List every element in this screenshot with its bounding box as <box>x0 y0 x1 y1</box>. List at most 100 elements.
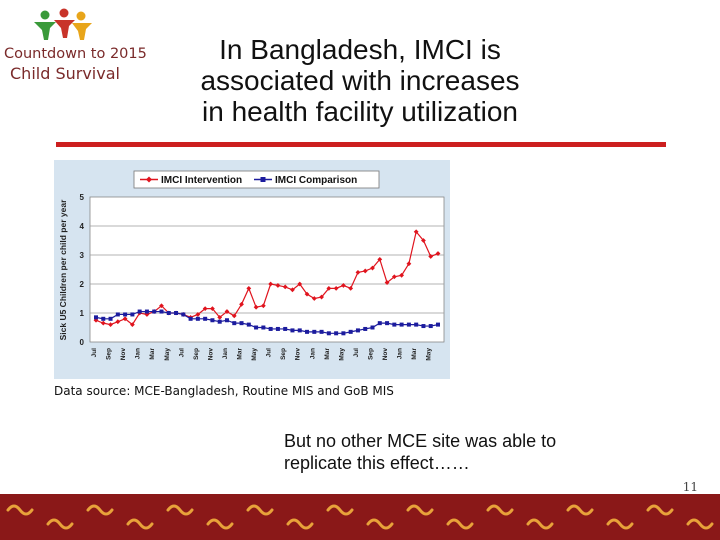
comparison-point <box>195 316 200 321</box>
intervention-point <box>348 285 354 291</box>
data-source-caption: Data source: MCE-Bangladesh, Routine MIS… <box>54 384 394 398</box>
note-line: replicate this effect…… <box>284 453 470 473</box>
comparison-point <box>348 329 353 334</box>
comparison-point <box>94 315 98 320</box>
intervention-point <box>246 285 252 291</box>
intervention-point <box>428 254 434 259</box>
comparison-point <box>217 319 222 324</box>
intervention-point <box>377 256 383 262</box>
comparison-point <box>268 326 273 331</box>
x-tick-label: Nov <box>295 348 302 361</box>
countdown-logo <box>34 8 92 40</box>
comparison-point <box>101 316 106 321</box>
intervention-point <box>406 261 412 267</box>
comparison-point <box>210 318 215 323</box>
y-tick-label: 3 <box>80 251 85 260</box>
legend-marker-comparison <box>260 177 266 182</box>
x-tick-label: Jan <box>397 348 404 359</box>
footer-squiggle <box>646 504 674 516</box>
line-chart: 0 1 2 3 4 5 Jul Sep Nov Jan Mar May Jul Sep Nov Jan Mar… <box>58 170 445 361</box>
gridlines <box>90 225 444 314</box>
footer-squiggle <box>686 518 714 530</box>
intervention-point <box>326 285 332 291</box>
comparison-point <box>414 322 419 327</box>
intervention-point <box>421 238 426 243</box>
x-tick-label: Sep <box>106 348 113 360</box>
footer-squiggle <box>286 518 314 530</box>
note-line: But no other MCE site was able to <box>284 431 557 451</box>
intervention-point <box>224 309 230 314</box>
comparison-point <box>123 312 128 317</box>
footer-squiggle <box>206 518 234 530</box>
title-line: In Bangladesh, IMCI is <box>219 34 501 65</box>
intervention-point <box>341 283 346 288</box>
comparison-point <box>305 329 310 334</box>
comparison-point <box>436 322 440 327</box>
intervention-point <box>115 319 121 325</box>
y-tick-label: 4 <box>80 222 85 231</box>
intervention-point <box>282 284 288 290</box>
intervention-point <box>108 322 113 327</box>
comparison-point <box>232 321 237 326</box>
x-tick-label: Nov <box>382 348 389 361</box>
legend-label-comparison: IMCI Comparison <box>275 175 357 186</box>
title-line: in health facility utilization <box>202 96 518 127</box>
comparison-point <box>224 318 229 323</box>
intervention-point <box>239 301 244 307</box>
title-divider <box>56 142 666 147</box>
comparison-point <box>239 321 244 326</box>
intervention-point <box>122 316 128 322</box>
comparison-point <box>254 325 259 330</box>
x-tick-label: May <box>338 348 345 361</box>
y-tick-label: 2 <box>80 280 85 289</box>
x-tick-label: Sep <box>193 348 200 360</box>
comparison-point <box>334 331 339 336</box>
comparison-point <box>399 322 404 327</box>
comparison-point <box>246 322 251 327</box>
intervention-point <box>253 304 259 310</box>
comparison-point <box>341 331 346 336</box>
child-figures-icon <box>34 8 92 40</box>
intervention-point <box>275 283 281 288</box>
comparison-point <box>188 316 193 321</box>
footer-squiggle <box>606 518 634 530</box>
x-tick-label: Sep <box>280 348 287 360</box>
comparison-point <box>203 316 208 321</box>
intervention-point <box>391 274 397 280</box>
intervention-point <box>384 280 390 285</box>
slide-title: In Bangladesh, IMCI is associated with i… <box>150 34 570 127</box>
intervention-point <box>217 314 223 320</box>
comparison-point <box>152 309 157 314</box>
intervention-point <box>333 285 339 291</box>
note-text: But no other MCE site was able to replic… <box>284 430 684 474</box>
x-tick-label: Jul <box>353 348 360 358</box>
comparison-point <box>108 316 113 321</box>
comparison-point <box>115 312 120 317</box>
intervention-point <box>231 313 237 319</box>
intervention-point <box>355 270 361 275</box>
intervention-point <box>210 306 215 312</box>
comparison-point <box>392 322 397 327</box>
x-tick-label: Mar <box>411 348 418 360</box>
intervention-point <box>319 294 324 300</box>
intervention-point <box>399 272 405 278</box>
x-tick-label: Jul <box>266 348 273 358</box>
y-tick-label: 0 <box>80 338 85 347</box>
comparison-point <box>181 312 186 317</box>
logo-text-line2: Child Survival <box>10 64 120 83</box>
intervention-point <box>304 291 310 297</box>
comparison-point <box>174 311 179 315</box>
comparison-point <box>283 326 288 331</box>
x-tick-label: Nov <box>207 348 214 361</box>
footer-squiggle <box>86 504 114 516</box>
comparison-point <box>137 309 142 314</box>
intervention-point <box>413 229 419 235</box>
footer-squiggle <box>246 504 274 516</box>
comparison-point <box>421 324 426 329</box>
footer-squiggle <box>446 518 474 530</box>
footer-squiggle <box>406 504 434 516</box>
comparison-point <box>130 312 135 317</box>
footer-squiggle <box>366 518 394 530</box>
legend-label-intervention: IMCI Intervention <box>161 175 242 186</box>
comparison-point <box>319 329 324 334</box>
